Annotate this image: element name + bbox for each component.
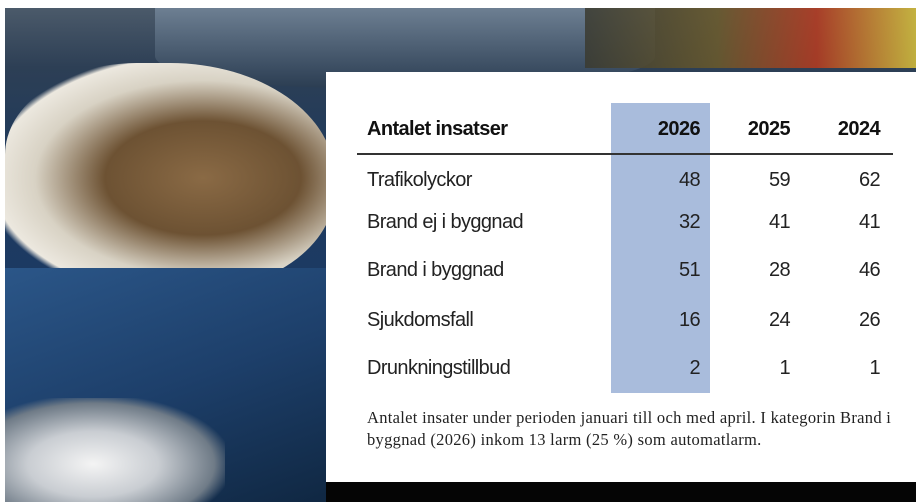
column-header: Antalet insatser (367, 117, 507, 141)
cell-value: 1 (800, 356, 880, 380)
birch-log (5, 63, 335, 293)
cell-value: 32 (620, 210, 700, 234)
caption: Antalet insater under perioden januari t… (367, 407, 907, 451)
firefighter-blur (585, 8, 916, 68)
cell-value: 24 (710, 308, 790, 332)
page: {"table": { "header": ["Antalet insatser… (0, 0, 916, 502)
cell-value: 59 (710, 168, 790, 192)
bottom-bar (326, 482, 916, 502)
row-label: Drunkningstillbud (367, 356, 510, 380)
cell-value: 1 (710, 356, 790, 380)
cell-value: 26 (800, 308, 880, 332)
cell-value: 46 (800, 258, 880, 282)
column-header: 2026 (620, 117, 700, 141)
cell-value: 2 (620, 356, 700, 380)
column-header: 2025 (710, 117, 790, 141)
cell-value: 62 (800, 168, 880, 192)
headlight (5, 398, 225, 502)
header-rule (357, 153, 893, 155)
cell-value: 16 (620, 308, 700, 332)
row-label: Brand i byggnad (367, 258, 504, 282)
cell-value: 41 (710, 210, 790, 234)
row-label: Trafikolyckor (367, 168, 472, 192)
cell-value: 48 (620, 168, 700, 192)
row-label: Brand ej i byggnad (367, 210, 523, 234)
cell-value: 28 (710, 258, 790, 282)
row-label: Sjukdomsfall (367, 308, 473, 332)
cell-value: 41 (800, 210, 880, 234)
stats-card: Antalet insater under perioden januari t… (326, 72, 916, 482)
cell-value: 51 (620, 258, 700, 282)
highlight-column (611, 103, 710, 393)
column-header: 2024 (800, 117, 880, 141)
